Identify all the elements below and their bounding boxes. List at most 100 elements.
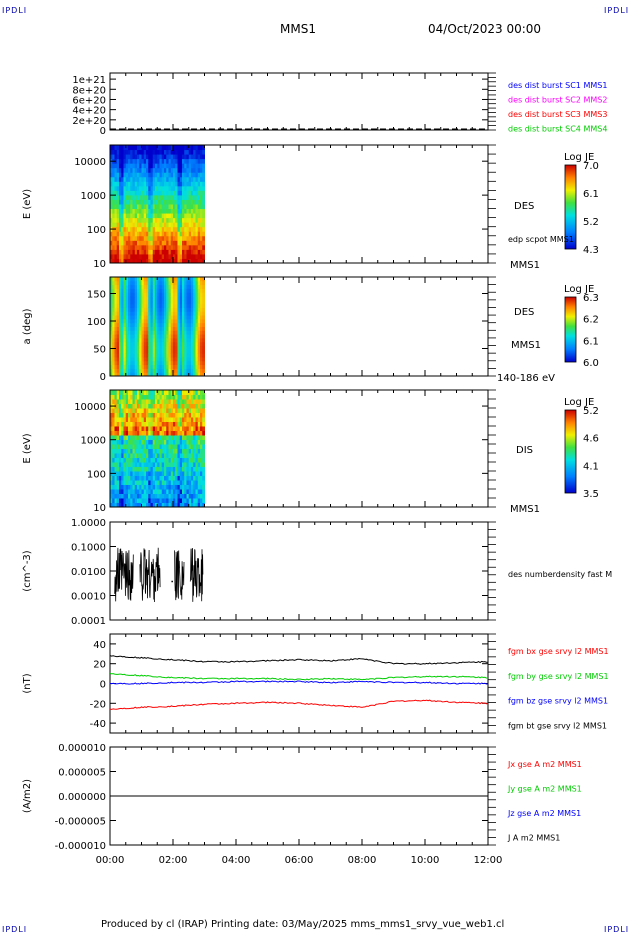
spectrogram-cell <box>143 204 147 210</box>
spectrogram-cell <box>148 417 151 422</box>
spectrogram-cell <box>170 280 174 286</box>
spectrogram-cell <box>152 493 156 499</box>
spectrogram-cell <box>139 194 142 200</box>
spectrogram-cell <box>195 353 199 358</box>
spectrogram-cell <box>202 330 205 335</box>
spectrogram-cell <box>116 322 120 327</box>
spectrogram-cell <box>195 394 199 400</box>
spectrogram-cell <box>114 480 118 485</box>
spectrogram-cell <box>112 199 115 205</box>
spectrogram-cell <box>177 368 181 373</box>
spectrogram-cell <box>143 288 147 293</box>
spectrogram-cell <box>161 163 165 169</box>
spectrogram-cell <box>119 462 122 467</box>
spectrogram-cell <box>188 390 192 395</box>
spectrogram-cell <box>121 462 124 467</box>
spectrogram-cell <box>182 217 185 223</box>
spectrogram-cell <box>166 213 169 219</box>
spectrogram-cell <box>123 303 127 308</box>
spectrogram-cell <box>157 435 160 440</box>
spectrogram-cell <box>110 480 113 485</box>
spectrogram-cell <box>150 372 154 377</box>
spectrogram-cell <box>168 439 172 445</box>
spectrogram-cell <box>114 284 118 289</box>
spectrogram-cell <box>200 231 203 237</box>
spectrogram-cell <box>186 394 190 400</box>
spectrogram-cell <box>119 408 122 413</box>
spectrogram-cell <box>137 217 140 223</box>
spectrogram-cell <box>184 311 187 316</box>
spectrogram-cell <box>146 288 149 293</box>
spectrogram-cell <box>152 453 156 458</box>
spectrogram-cell <box>193 213 196 219</box>
spectrogram-cell <box>177 448 181 454</box>
spectrogram-cell <box>177 394 181 400</box>
spectrogram-cell <box>148 185 151 191</box>
spectrogram-cell <box>143 167 147 173</box>
spectrogram-cell <box>119 244 122 250</box>
spectrogram-cell <box>121 158 124 164</box>
spectrogram-cell <box>200 145 203 151</box>
spectrogram-cell <box>110 185 113 191</box>
spectrogram-cell <box>186 303 190 308</box>
spectrogram-cell <box>148 439 151 445</box>
y-tick-label: -40 <box>90 719 106 730</box>
spectrogram-cell <box>123 253 127 259</box>
spectrogram-cell <box>155 390 158 395</box>
spectrogram-cell <box>197 163 201 169</box>
spectrogram-cell <box>132 466 136 472</box>
spectrogram-cell <box>148 364 151 369</box>
spectrogram-cell <box>166 253 169 259</box>
spectrogram-cell <box>146 439 149 445</box>
spectrogram-cell <box>121 356 124 362</box>
spectrogram-cell <box>148 394 151 400</box>
spectrogram-cell <box>186 337 190 343</box>
spectrogram-cell <box>128 158 131 164</box>
spectrogram-cell <box>155 318 158 324</box>
spectrogram-cell <box>193 307 196 312</box>
spectrogram-cell <box>116 345 120 350</box>
spectrogram-cell <box>200 185 203 191</box>
spectrogram-cell <box>123 307 127 312</box>
spectrogram-cell <box>132 360 136 366</box>
spectrogram-cell <box>186 453 190 458</box>
spectrogram-cell <box>184 435 187 440</box>
spectrogram-cell <box>139 154 142 160</box>
spectrogram-cell <box>159 493 163 499</box>
spectrogram-cell <box>125 430 129 436</box>
spectrogram-cell <box>128 288 131 293</box>
spectrogram-cell <box>155 466 158 472</box>
spectrogram-cell <box>184 292 187 297</box>
spectrogram-cell <box>193 337 196 343</box>
spectrogram-cell <box>112 412 115 418</box>
spectrogram-cell <box>202 154 205 160</box>
spectrogram-cell <box>143 471 147 476</box>
spectrogram-cell <box>186 154 190 160</box>
spectrogram-cell <box>161 296 165 301</box>
spectrogram-cell <box>132 330 136 335</box>
spectrogram-cell <box>177 390 181 395</box>
spectrogram-cell <box>197 199 201 205</box>
spectrogram-cell <box>184 337 187 343</box>
spectrogram-cell <box>182 194 185 200</box>
spectrogram-cell <box>155 235 158 241</box>
spectrogram-cell <box>166 439 169 445</box>
spectrogram-cell <box>119 337 122 343</box>
spectrogram-cell <box>116 471 120 476</box>
spectrogram-cell <box>128 299 131 305</box>
spectrogram-cell <box>168 226 172 232</box>
spectrogram-cell <box>202 368 205 373</box>
spectrogram-cell <box>137 226 140 232</box>
spectrogram-cell <box>159 448 163 454</box>
spectrogram-cell <box>186 145 190 151</box>
spectrogram-cell <box>177 172 181 178</box>
spectrogram-cell <box>173 412 176 418</box>
spectrogram-cell <box>200 356 203 362</box>
spectrogram-cell <box>193 296 196 301</box>
spectrogram-cell <box>166 204 169 210</box>
spectrogram-cell <box>177 315 181 320</box>
spectrogram-cell <box>182 258 185 264</box>
spectrogram-cell <box>110 475 113 481</box>
y-axis-label: (cm^-3) <box>22 550 33 591</box>
spectrogram-cell <box>152 235 156 241</box>
